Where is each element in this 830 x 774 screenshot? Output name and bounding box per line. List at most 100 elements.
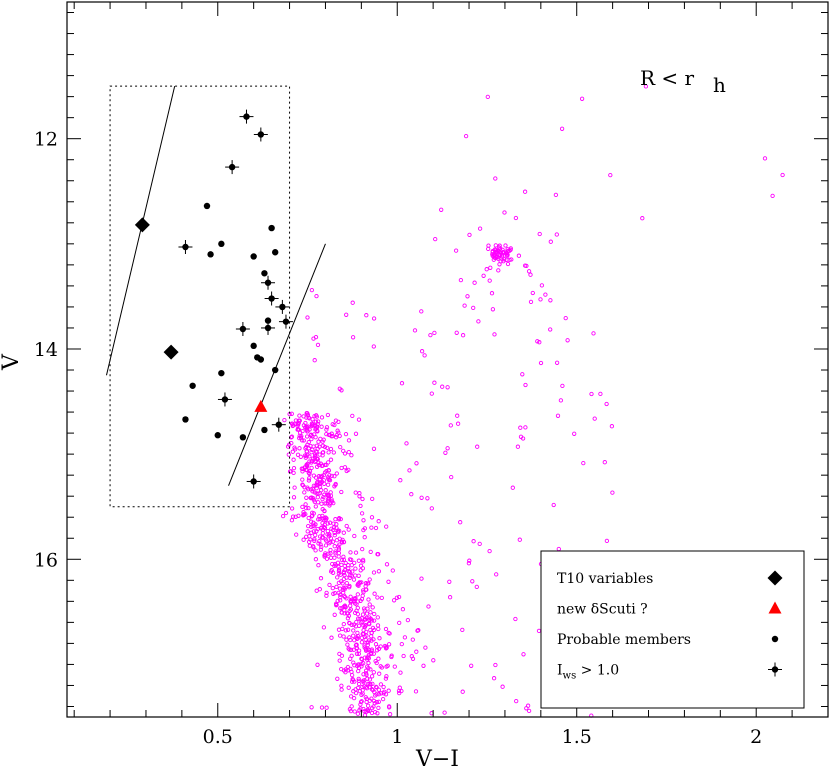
field-star-point	[323, 543, 329, 548]
field-star-point	[498, 259, 503, 264]
field-star-point	[317, 514, 322, 519]
field-star-point	[325, 445, 330, 451]
region-annotation-subscript: h	[713, 73, 726, 97]
field-star-point	[589, 391, 594, 397]
field-star-point	[337, 542, 342, 547]
field-star-point	[326, 551, 331, 556]
field-star-point	[374, 700, 380, 705]
field-star-point	[360, 588, 366, 593]
member-point	[178, 239, 193, 254]
field-star-point	[356, 573, 361, 578]
field-star-point	[353, 431, 359, 436]
field-star-point	[508, 247, 513, 252]
field-star-point	[328, 457, 334, 462]
field-star-point	[378, 682, 384, 687]
field-star-point	[422, 353, 427, 358]
field-star-point	[328, 490, 333, 495]
field-star-point	[505, 261, 511, 267]
field-star-point	[598, 391, 603, 397]
field-star-point	[323, 488, 328, 493]
field-star-point	[332, 544, 337, 549]
field-star-point	[338, 444, 343, 450]
field-star-point	[339, 610, 345, 615]
field-star-point	[358, 706, 363, 711]
field-star-point	[383, 646, 389, 651]
field-star-point	[327, 541, 332, 546]
field-star-point	[324, 590, 329, 596]
field-star-point	[337, 528, 342, 534]
isochrone-line	[228, 243, 326, 486]
legend-box	[540, 550, 805, 709]
field-star-point	[359, 661, 364, 667]
field-star-point	[447, 595, 453, 600]
member-stars-layer	[134, 109, 293, 489]
field-star-point	[328, 555, 334, 560]
field-star-point	[504, 251, 510, 256]
field-star-point	[331, 525, 337, 530]
field-star-point	[361, 606, 367, 611]
field-star-point	[320, 450, 325, 455]
field-star-point	[399, 688, 404, 694]
field-star-point	[368, 667, 373, 672]
field-star-point	[488, 265, 493, 270]
field-star-point	[361, 527, 366, 533]
field-star-point	[321, 472, 327, 478]
field-star-point	[373, 684, 379, 690]
field-star-point	[343, 628, 349, 633]
y-tick-label: 14	[34, 339, 58, 361]
legend-marker	[768, 601, 782, 614]
field-star-point	[289, 421, 295, 426]
field-star-point	[353, 643, 359, 648]
field-star-point	[536, 628, 542, 634]
field-star-point	[322, 518, 327, 523]
field-star-point	[329, 473, 334, 479]
field-star-point	[458, 277, 464, 283]
field-star-point	[421, 663, 426, 668]
field-star-point	[467, 558, 472, 563]
field-star-point	[381, 691, 386, 696]
field-star-point	[311, 511, 316, 516]
field-star-point	[602, 460, 607, 465]
field-star-point	[306, 539, 312, 545]
field-star-point	[362, 608, 367, 613]
field-star-point	[372, 591, 377, 596]
error-bar-dot	[282, 318, 290, 325]
field-star-point	[370, 496, 375, 502]
field-star-point	[396, 688, 402, 694]
field-star-point	[579, 96, 585, 101]
field-star-point	[327, 532, 332, 537]
member-point	[271, 249, 279, 256]
error-bar-dot	[275, 421, 282, 428]
field-star-point	[345, 616, 351, 621]
field-star-point	[365, 640, 371, 645]
legend-label: Iws > 1.0	[557, 663, 619, 682]
field-star-point	[296, 422, 301, 427]
isochrone-line	[105, 86, 176, 376]
field-star-point	[314, 588, 319, 593]
field-star-point	[327, 473, 332, 478]
field-star-point	[361, 678, 366, 683]
field-star-point	[538, 360, 544, 366]
field-star-point	[355, 685, 361, 691]
field-star-point	[433, 236, 438, 242]
field-star-point	[327, 582, 332, 588]
member-point	[218, 240, 225, 248]
field-star-point	[322, 492, 327, 497]
field-star-point	[402, 635, 408, 640]
field-star-point	[368, 682, 373, 687]
member-point	[264, 291, 279, 306]
field-star-point	[324, 469, 329, 474]
field-star-point	[392, 664, 397, 669]
field-star-point	[306, 505, 311, 511]
error-bar-dot	[268, 295, 275, 302]
field-star-point	[357, 616, 362, 622]
field-star-point	[314, 486, 319, 491]
field-star-point	[337, 658, 342, 663]
field-star-point	[560, 383, 565, 389]
field-star-point	[360, 612, 366, 617]
field-star-point	[362, 709, 367, 714]
field-star-point	[376, 687, 382, 692]
field-star-point	[313, 557, 319, 562]
field-star-point	[305, 529, 310, 534]
error-bar-dot	[228, 163, 236, 171]
